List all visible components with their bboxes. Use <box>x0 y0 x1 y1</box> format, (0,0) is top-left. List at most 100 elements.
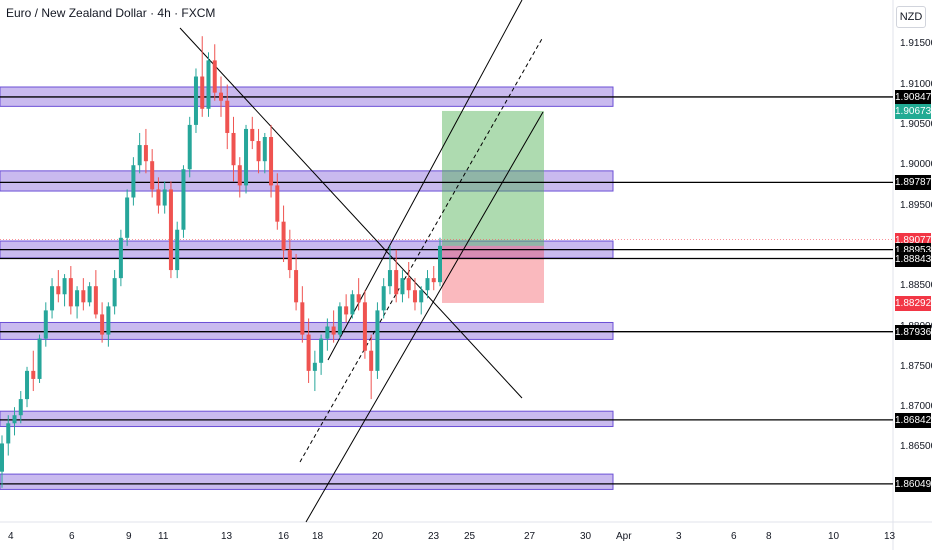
price-tick-label: 1.91500 <box>900 38 932 50</box>
candle-body <box>375 310 380 371</box>
candle-body <box>419 290 424 303</box>
candle-body <box>193 76 198 125</box>
price-label-level: 1.89787 <box>895 175 932 191</box>
candle <box>219 76 223 117</box>
candle <box>137 132 142 174</box>
candle-body <box>200 76 205 109</box>
candle-body <box>206 60 211 109</box>
candle <box>12 407 17 436</box>
candle-body <box>406 278 411 291</box>
candle <box>231 116 236 182</box>
candle <box>106 302 111 347</box>
candle <box>87 282 92 307</box>
candle <box>150 149 155 198</box>
time-tick-label: 25 <box>464 531 476 542</box>
time-tick-label: 30 <box>580 531 592 542</box>
time-tick-label: Apr <box>616 531 632 542</box>
candle <box>187 116 192 178</box>
candle <box>394 249 399 303</box>
long-position-target-zone <box>442 110 544 246</box>
candle-body <box>175 229 180 271</box>
candle-body <box>350 294 355 315</box>
long-position-stop-zone <box>442 245 544 303</box>
candle <box>281 205 286 262</box>
candle-body <box>312 362 317 371</box>
chart-title[interactable]: Euro / New Zealand Dollar · 4h · FXCM <box>6 6 216 20</box>
candle-body <box>31 370 36 379</box>
time-tick-label: 23 <box>428 531 440 542</box>
time-tick-label: 20 <box>372 531 384 542</box>
candle <box>143 128 148 174</box>
price-label-level: 1.87936 <box>895 324 932 340</box>
candle <box>6 415 11 456</box>
candle <box>244 124 249 194</box>
candle-body <box>237 165 242 186</box>
candle-body <box>0 443 4 472</box>
candle <box>387 245 392 295</box>
candle <box>375 302 380 379</box>
time-tick-label: 6 <box>69 531 75 542</box>
candle-body <box>87 286 92 303</box>
candle-body <box>100 314 105 335</box>
candle <box>319 334 324 375</box>
candle <box>250 116 255 150</box>
candle <box>419 286 424 315</box>
candle <box>118 229 123 287</box>
candle-body <box>244 128 249 186</box>
candle-body <box>425 278 430 291</box>
candle <box>412 278 417 311</box>
candle <box>362 290 367 359</box>
candle-body <box>387 270 392 287</box>
candle <box>337 302 342 339</box>
candle-body <box>137 145 142 166</box>
candle <box>262 132 267 174</box>
candle <box>312 350 317 392</box>
candle-body <box>281 221 286 250</box>
candle-body <box>319 338 324 363</box>
price-tick-label: 1.86500 <box>900 441 932 453</box>
candle <box>112 270 117 315</box>
candle <box>131 157 136 206</box>
candle-body <box>412 290 417 303</box>
candle-body <box>106 306 111 335</box>
price-label-stop: 1.88292 <box>895 295 932 311</box>
candle-body <box>356 294 361 303</box>
candle <box>225 84 230 150</box>
candle <box>93 270 98 319</box>
candle <box>356 278 361 311</box>
candle-body <box>362 302 367 351</box>
candle-body <box>125 197 130 238</box>
candle-body <box>275 185 280 222</box>
candle <box>50 278 55 319</box>
time-tick-label: 10 <box>828 531 840 542</box>
time-tick-label: 13 <box>884 531 896 542</box>
sr-zone-4 <box>0 321 614 340</box>
price-label-target: 1.90673 <box>895 103 932 119</box>
candle-body <box>81 290 86 303</box>
candle-body <box>294 270 299 303</box>
candle <box>18 391 23 424</box>
candle-body <box>93 286 98 315</box>
candle <box>431 266 436 291</box>
time-tick-label: 16 <box>278 531 290 542</box>
candle <box>68 266 73 315</box>
candle-body <box>6 423 11 444</box>
price-label-level: 1.86049 <box>895 476 932 492</box>
candle-body <box>118 237 123 279</box>
candle <box>256 128 261 174</box>
price-tick-label: 1.91000 <box>900 78 932 90</box>
candle-body <box>344 306 349 315</box>
candle-body <box>369 350 374 371</box>
currency-badge[interactable]: NZD <box>896 6 926 28</box>
candle-body <box>43 310 48 339</box>
candle <box>369 334 374 400</box>
candle-body <box>162 189 167 206</box>
candle <box>125 189 130 246</box>
candle <box>56 270 61 303</box>
candle <box>100 302 105 343</box>
candle-body <box>187 124 192 170</box>
candle-body <box>156 189 161 206</box>
candle-body <box>337 306 342 335</box>
candle <box>306 318 311 383</box>
